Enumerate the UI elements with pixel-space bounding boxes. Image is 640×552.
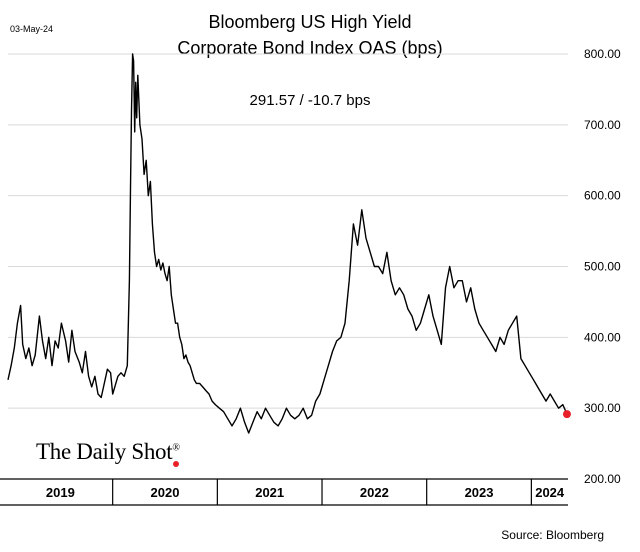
series-line-oas [7,53,568,434]
x-tick-label: 2019 [46,485,75,500]
y-tick-label: 500.00 [584,260,621,274]
x-tick-label: 2021 [255,485,284,500]
chart-title-line-1: Bloomberg US High Yield [208,12,412,32]
x-tick-label: 2022 [360,485,389,500]
grid-lines [8,53,568,409]
x-tick-label: 2020 [151,485,180,500]
date-stamp: 03-May-24 [10,24,54,34]
brand-dot [173,461,179,467]
y-tick-label: 300.00 [584,401,621,415]
source-note: Source: Bloomberg [501,528,604,542]
chart-title-line-2: Corporate Bond Index OAS (bps) [177,38,443,58]
y-tick-label: 200.00 [584,472,621,486]
last-point-marker [562,410,571,419]
x-tick-label: 2023 [465,485,494,500]
y-tick-label: 400.00 [584,330,621,344]
latest-value-annotation: 291.57 / -10.7 bps [249,92,371,109]
x-tick-label: 2024 [535,485,565,500]
y-axis-ticks: 800.00 700.00 600.00 500.00 400.00 300.00 200.… [584,47,621,486]
x-axis: 2019 2020 2021 2022 2023 2024 [0,478,568,506]
y-tick-label: 700.00 [584,118,621,132]
y-tick-label: 600.00 [584,189,621,203]
brand-logo: The Daily Shot® [36,439,180,464]
y-tick-label: 800.00 [584,47,621,61]
